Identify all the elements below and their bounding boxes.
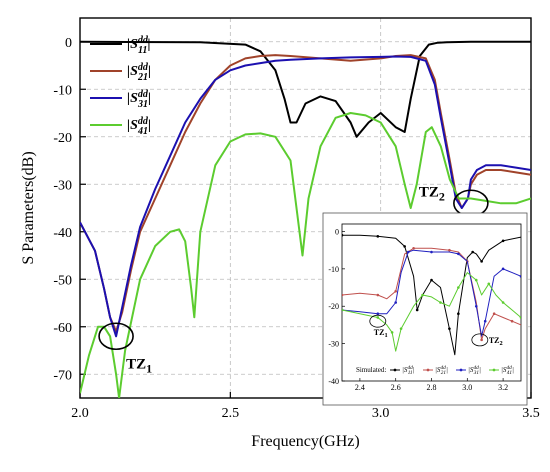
series-line-41 (80, 112, 531, 398)
inset-data-point (457, 312, 460, 316)
inset-data-point (483, 319, 487, 323)
y-tick-label: -30 (53, 178, 72, 193)
inset-data-point (376, 316, 380, 319)
inset-data-point (510, 319, 514, 323)
inset-data-point (487, 282, 491, 286)
inset-series-line-31 (342, 249, 521, 337)
x-tick-label: 2.0 (71, 406, 89, 421)
inset-data-point (519, 275, 521, 278)
inset-legend-label: |Sdd 21| (435, 365, 448, 376)
series-line-11 (80, 40, 531, 138)
inset-data-point (457, 252, 460, 256)
inset-data-point (430, 278, 433, 282)
plot-frame (79, 17, 532, 399)
x-axis-title: Frequency(GHz) (251, 433, 359, 450)
y-tick-label: -40 (53, 226, 72, 241)
inset-series-line-21 (342, 247, 521, 341)
inset-legend-marker (492, 368, 496, 372)
inset-data-point (471, 250, 474, 254)
inset-legend-label: |Sdd 41| (501, 365, 514, 376)
inset-legend-label: |Sdd 31| (468, 365, 481, 376)
inset-legend-label: |Sdd 11| (402, 365, 415, 376)
inset-data-point (342, 308, 344, 312)
legend-label: |Sdd 31| (127, 89, 151, 110)
inset-data-point (406, 250, 410, 254)
inset-data-point (480, 338, 483, 342)
inset-x-tick-label: 2.4 (355, 383, 365, 392)
inset-data-point (501, 301, 505, 304)
inset-data-point (448, 248, 451, 252)
inset-data-point (457, 286, 460, 289)
inset-data-point (501, 239, 505, 243)
inset-transmission-zero-label: TZ2 (489, 336, 503, 347)
inset-data-point (376, 312, 380, 316)
transmission-zero-label: TZ1 (126, 356, 152, 375)
x-tick-label: 3.5 (522, 406, 540, 421)
inset-legend: Simulated: |Sdd 11| |Sdd 21| |Sdd 31| |Sdd 41| (356, 365, 514, 376)
inset-data-point (439, 301, 442, 304)
inset-x-tick-label: 3.0 (462, 383, 472, 392)
inset-data-point (415, 308, 419, 312)
inset-data-point (412, 246, 415, 250)
inset-data-point (430, 250, 433, 254)
inset-data-point (421, 293, 424, 297)
transmission-zero-circle (98, 322, 134, 351)
transmission-zero-label: TZ2 (419, 184, 445, 203)
inset-data-point (376, 293, 380, 297)
inset-data-point (390, 331, 394, 334)
inset-data-point (394, 289, 398, 293)
inset-x-tick-label: 2.6 (391, 383, 401, 392)
inset-data-point (474, 304, 478, 308)
inset-data-point (376, 235, 380, 238)
inset-data-point (501, 267, 505, 271)
inset-y-tick-label: -10 (328, 265, 339, 274)
series-line-31 (80, 55, 531, 338)
legend-label: |Sdd 41| (127, 116, 151, 137)
inset-data-point (448, 327, 451, 330)
x-tick-label: 3.0 (372, 406, 390, 421)
inset-data-point (342, 293, 344, 297)
y-tick-label: -50 (53, 273, 72, 288)
y-tick-label: -70 (53, 368, 72, 383)
inset-transmission-zero-circle (369, 314, 387, 328)
series-group (80, 40, 531, 398)
inset-data-point (480, 260, 483, 263)
inset-chart: 2.4 2.6 2.8 3.0 3.2 0 -10 -20 -30 -40 TZ1 TZ2 Simula… (322, 212, 528, 406)
legend: |Sdd 11| |Sdd 21| |Sdd 31| |Sdd 41| (90, 35, 151, 137)
inset-transmission-zero-label: TZ1 (374, 328, 388, 339)
inset-legend-marker (426, 368, 430, 372)
inset-series-group (342, 233, 521, 356)
y-axis-title: S Parameters(dB) (20, 151, 37, 264)
x-tick-label: 2.5 (222, 406, 240, 421)
inset-legend-marker (393, 368, 397, 372)
y-tick-label: -10 (53, 83, 72, 98)
inset-background (322, 212, 528, 406)
y-tick-label: -60 (53, 321, 72, 336)
inset-x-tick-label: 2.8 (427, 383, 437, 392)
y-tick-label: -20 (53, 131, 72, 146)
inset-data-point (492, 312, 496, 316)
inset-data-point (519, 316, 521, 319)
inset-data-point (394, 301, 398, 304)
legend-label: |Sdd 11| (127, 35, 151, 56)
inset-x-tick-label: 3.2 (498, 383, 508, 392)
inset-data-point (342, 233, 344, 237)
inset-transmission-zero-circle (471, 333, 489, 347)
inset-legend-title: Simulated: (356, 366, 386, 374)
inset-y-tick-label: 0 (335, 227, 339, 236)
inset-y-tick-label: -40 (328, 377, 339, 386)
inset-data-point (403, 245, 406, 248)
inset-y-tick-label: -30 (328, 340, 339, 349)
inset-data-point (474, 278, 478, 282)
inset-data-point (399, 327, 403, 330)
inset-y-tick-label: -20 (328, 302, 339, 311)
inset-series-line-11 (342, 234, 521, 356)
inset-legend-marker (459, 368, 463, 372)
y-tick-label: 0 (65, 36, 72, 51)
legend-label: |Sdd 21| (127, 62, 151, 83)
